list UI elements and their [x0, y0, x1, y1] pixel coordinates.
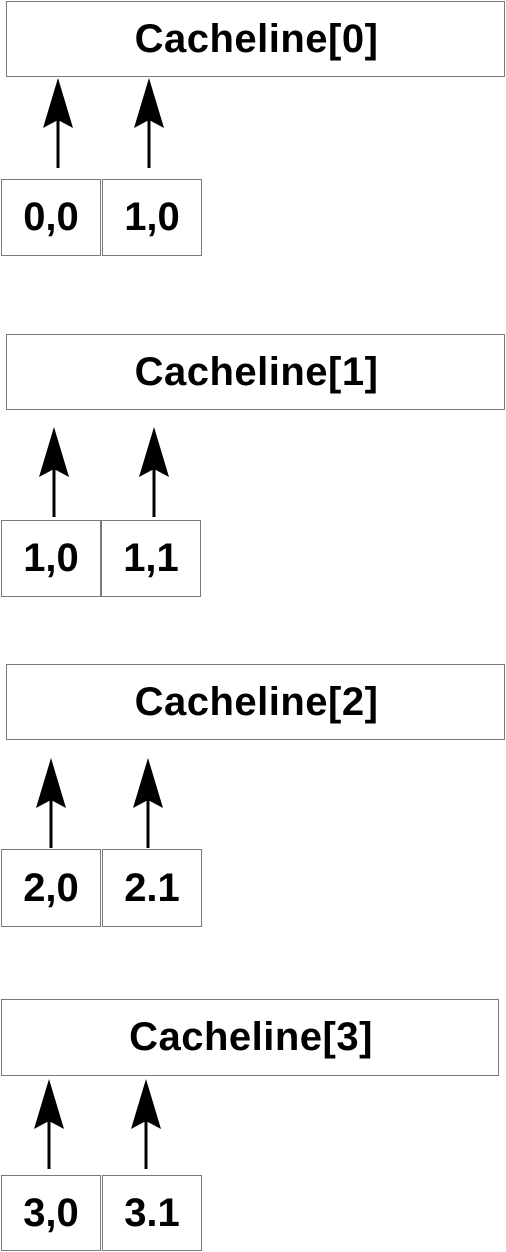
cell-label: 3.1: [124, 1190, 180, 1235]
cell-label: 2.1: [124, 865, 180, 910]
arrow-up-icon: [139, 427, 169, 517]
cell-label: 1,0: [124, 195, 180, 239]
cell-1-1: 1,1: [101, 520, 201, 597]
cacheline-3-box: Cacheline[3]: [1, 999, 499, 1076]
cell-3-0: 3,0: [1, 1175, 101, 1251]
cell-3-1: 3.1: [102, 1175, 202, 1251]
cacheline-1-box: Cacheline[1]: [6, 334, 505, 410]
cell-0-0: 0,0: [1, 179, 101, 256]
cell-1-0: 1,0: [1, 520, 101, 597]
cacheline-3-title: Cacheline[3]: [129, 1015, 373, 1059]
cacheline-1-title: Cacheline[1]: [134, 349, 379, 394]
cell-2-0: 2,0: [1, 849, 101, 927]
cell-label: 1,1: [123, 536, 179, 580]
arrow-up-icon: [36, 758, 66, 848]
cell-label: 3,0: [23, 1190, 79, 1235]
arrow-up-icon: [131, 1079, 161, 1169]
arrow-up-icon: [39, 427, 69, 517]
cacheline-0-box: Cacheline[0]: [6, 1, 505, 77]
cacheline-2-box: Cacheline[2]: [6, 664, 505, 740]
arrow-up-icon: [43, 78, 73, 168]
cell-2-1: 2.1: [102, 849, 202, 927]
cell-label: 1,0: [23, 536, 79, 580]
arrow-up-icon: [134, 78, 164, 168]
cell-label: 2,0: [23, 865, 79, 910]
arrow-up-icon: [133, 758, 163, 848]
cacheline-0-title: Cacheline[0]: [134, 16, 379, 61]
cell-label: 0,0: [23, 195, 79, 239]
arrow-up-icon: [34, 1079, 64, 1169]
cell-0-1: 1,0: [102, 179, 202, 256]
cacheline-2-title: Cacheline[2]: [134, 679, 379, 724]
